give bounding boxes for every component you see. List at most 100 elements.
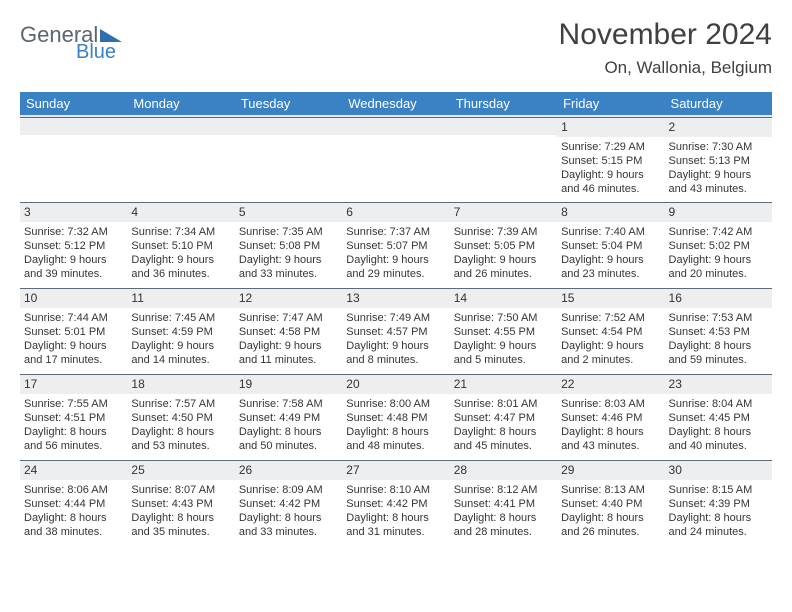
day-number: 16 (665, 288, 772, 308)
daylight-line-2: and 53 minutes. (131, 439, 230, 453)
day-number: 6 (342, 202, 449, 222)
daylight-line-2: and 38 minutes. (24, 525, 123, 539)
sunrise-line: Sunrise: 7:49 AM (346, 311, 445, 325)
day-details: Sunrise: 8:15 AMSunset: 4:39 PMDaylight:… (665, 480, 772, 542)
sunset-line: Sunset: 4:46 PM (561, 411, 660, 425)
calendar-cell: 30Sunrise: 8:15 AMSunset: 4:39 PMDayligh… (665, 460, 772, 546)
day-number: 14 (450, 288, 557, 308)
day-details: Sunrise: 7:52 AMSunset: 4:54 PMDaylight:… (557, 308, 664, 370)
calendar-cell: 19Sunrise: 7:58 AMSunset: 4:49 PMDayligh… (235, 374, 342, 460)
day-number: 9 (665, 202, 772, 222)
day-number: 17 (20, 374, 127, 394)
day-details: Sunrise: 8:13 AMSunset: 4:40 PMDaylight:… (557, 480, 664, 542)
day-details: Sunrise: 7:58 AMSunset: 4:49 PMDaylight:… (235, 394, 342, 456)
daylight-line-1: Daylight: 8 hours (346, 511, 445, 525)
day-details: Sunrise: 8:07 AMSunset: 4:43 PMDaylight:… (127, 480, 234, 542)
day-details: Sunrise: 7:39 AMSunset: 5:05 PMDaylight:… (450, 222, 557, 284)
sunset-line: Sunset: 5:15 PM (561, 154, 660, 168)
weekday-header: Sunday (20, 92, 127, 116)
weekday-header: Saturday (665, 92, 772, 116)
sunrise-line: Sunrise: 7:55 AM (24, 397, 123, 411)
daylight-line-2: and 23 minutes. (561, 267, 660, 281)
daylight-line-1: Daylight: 8 hours (669, 511, 768, 525)
daylight-line-2: and 11 minutes. (239, 353, 338, 367)
daylight-line-1: Daylight: 9 hours (454, 339, 553, 353)
day-number: 7 (450, 202, 557, 222)
calendar-cell: 2Sunrise: 7:30 AMSunset: 5:13 PMDaylight… (665, 116, 772, 202)
header: General Blue November 2024 On, Wallonia,… (20, 18, 772, 78)
day-details: Sunrise: 7:53 AMSunset: 4:53 PMDaylight:… (665, 308, 772, 370)
day-number: 1 (557, 117, 664, 137)
calendar-cell: 20Sunrise: 8:00 AMSunset: 4:48 PMDayligh… (342, 374, 449, 460)
calendar-cell: 24Sunrise: 8:06 AMSunset: 4:44 PMDayligh… (20, 460, 127, 546)
daylight-line-1: Daylight: 9 hours (669, 168, 768, 182)
sunset-line: Sunset: 4:45 PM (669, 411, 768, 425)
sunset-line: Sunset: 4:41 PM (454, 497, 553, 511)
calendar-cell: 29Sunrise: 8:13 AMSunset: 4:40 PMDayligh… (557, 460, 664, 546)
logo: General Blue (20, 18, 126, 62)
empty-daynum-bar (235, 117, 342, 135)
daylight-line-1: Daylight: 8 hours (131, 511, 230, 525)
sunset-line: Sunset: 4:43 PM (131, 497, 230, 511)
sunset-line: Sunset: 5:02 PM (669, 239, 768, 253)
daylight-line-1: Daylight: 9 hours (454, 253, 553, 267)
day-number: 2 (665, 117, 772, 137)
sunset-line: Sunset: 4:49 PM (239, 411, 338, 425)
sunset-line: Sunset: 5:01 PM (24, 325, 123, 339)
sunrise-line: Sunrise: 7:47 AM (239, 311, 338, 325)
day-number: 29 (557, 460, 664, 480)
daylight-line-1: Daylight: 8 hours (346, 425, 445, 439)
sunrise-line: Sunrise: 7:29 AM (561, 140, 660, 154)
daylight-line-1: Daylight: 9 hours (131, 253, 230, 267)
daylight-line-1: Daylight: 9 hours (24, 253, 123, 267)
day-number: 10 (20, 288, 127, 308)
daylight-line-1: Daylight: 8 hours (669, 425, 768, 439)
sunset-line: Sunset: 4:55 PM (454, 325, 553, 339)
sunrise-line: Sunrise: 8:01 AM (454, 397, 553, 411)
sunset-line: Sunset: 4:51 PM (24, 411, 123, 425)
calendar-cell: 25Sunrise: 8:07 AMSunset: 4:43 PMDayligh… (127, 460, 234, 546)
calendar-cell: 3Sunrise: 7:32 AMSunset: 5:12 PMDaylight… (20, 202, 127, 288)
daylight-line-1: Daylight: 9 hours (669, 253, 768, 267)
weekday-header: Wednesday (342, 92, 449, 116)
daylight-line-2: and 39 minutes. (24, 267, 123, 281)
sunset-line: Sunset: 5:04 PM (561, 239, 660, 253)
weekday-header: Thursday (450, 92, 557, 116)
calendar-cell: 4Sunrise: 7:34 AMSunset: 5:10 PMDaylight… (127, 202, 234, 288)
day-number: 20 (342, 374, 449, 394)
empty-daynum-bar (20, 117, 127, 135)
calendar-table: SundayMondayTuesdayWednesdayThursdayFrid… (20, 92, 772, 546)
sunrise-line: Sunrise: 7:44 AM (24, 311, 123, 325)
daylight-line-2: and 50 minutes. (239, 439, 338, 453)
sunrise-line: Sunrise: 7:57 AM (131, 397, 230, 411)
calendar-cell: 23Sunrise: 8:04 AMSunset: 4:45 PMDayligh… (665, 374, 772, 460)
sunrise-line: Sunrise: 7:52 AM (561, 311, 660, 325)
day-details: Sunrise: 7:29 AMSunset: 5:15 PMDaylight:… (557, 137, 664, 199)
day-number: 30 (665, 460, 772, 480)
daylight-line-2: and 26 minutes. (454, 267, 553, 281)
daylight-line-1: Daylight: 8 hours (669, 339, 768, 353)
calendar-cell: 26Sunrise: 8:09 AMSunset: 4:42 PMDayligh… (235, 460, 342, 546)
daylight-line-1: Daylight: 9 hours (561, 253, 660, 267)
sunrise-line: Sunrise: 8:09 AM (239, 483, 338, 497)
sunrise-line: Sunrise: 8:15 AM (669, 483, 768, 497)
day-number: 3 (20, 202, 127, 222)
day-number: 22 (557, 374, 664, 394)
calendar-cell: 6Sunrise: 7:37 AMSunset: 5:07 PMDaylight… (342, 202, 449, 288)
daylight-line-1: Daylight: 9 hours (561, 339, 660, 353)
daylight-line-1: Daylight: 8 hours (239, 511, 338, 525)
sunrise-line: Sunrise: 8:07 AM (131, 483, 230, 497)
day-details: Sunrise: 8:10 AMSunset: 4:42 PMDaylight:… (342, 480, 449, 542)
day-details: Sunrise: 7:47 AMSunset: 4:58 PMDaylight:… (235, 308, 342, 370)
calendar-week-row: 1Sunrise: 7:29 AMSunset: 5:15 PMDaylight… (20, 116, 772, 202)
sunset-line: Sunset: 4:42 PM (346, 497, 445, 511)
daylight-line-1: Daylight: 9 hours (561, 168, 660, 182)
sunrise-line: Sunrise: 7:35 AM (239, 225, 338, 239)
daylight-line-1: Daylight: 8 hours (454, 425, 553, 439)
day-details: Sunrise: 8:09 AMSunset: 4:42 PMDaylight:… (235, 480, 342, 542)
calendar-cell (235, 116, 342, 202)
sunrise-line: Sunrise: 8:00 AM (346, 397, 445, 411)
sunrise-line: Sunrise: 7:58 AM (239, 397, 338, 411)
daylight-line-2: and 35 minutes. (131, 525, 230, 539)
daylight-line-2: and 56 minutes. (24, 439, 123, 453)
